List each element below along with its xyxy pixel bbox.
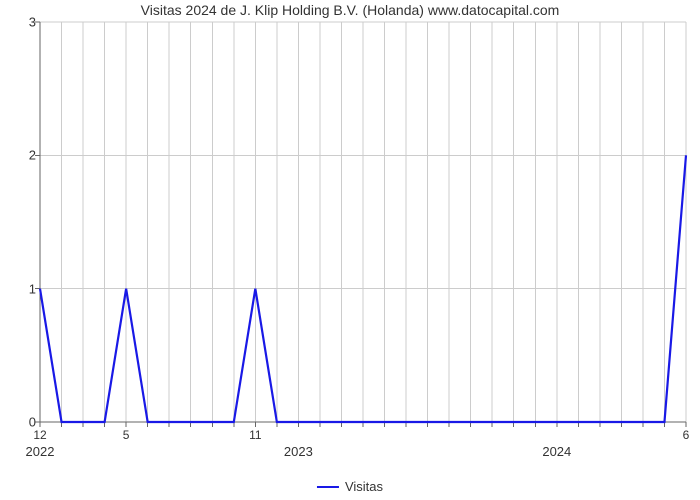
x-minor-tick-label: 6 bbox=[683, 428, 690, 442]
x-major-tick-label: 2022 bbox=[26, 444, 55, 459]
legend-label: Visitas bbox=[345, 479, 383, 494]
y-tick-label: 2 bbox=[0, 148, 36, 163]
x-minor-tick-label: 11 bbox=[249, 428, 261, 442]
x-minor-tick-label: 12 bbox=[33, 428, 46, 442]
y-tick-label: 1 bbox=[0, 281, 36, 296]
legend: Visitas bbox=[317, 479, 383, 494]
x-major-tick-label: 2023 bbox=[284, 444, 313, 459]
chart-svg bbox=[40, 22, 686, 422]
chart-title: Visitas 2024 de J. Klip Holding B.V. (Ho… bbox=[0, 2, 700, 18]
plot-area bbox=[40, 22, 686, 422]
x-major-tick-label: 2024 bbox=[542, 444, 571, 459]
y-tick-label: 3 bbox=[0, 15, 36, 30]
x-minor-tick-label: 5 bbox=[123, 428, 130, 442]
legend-line-icon bbox=[317, 486, 339, 488]
y-tick-label: 0 bbox=[0, 415, 36, 430]
